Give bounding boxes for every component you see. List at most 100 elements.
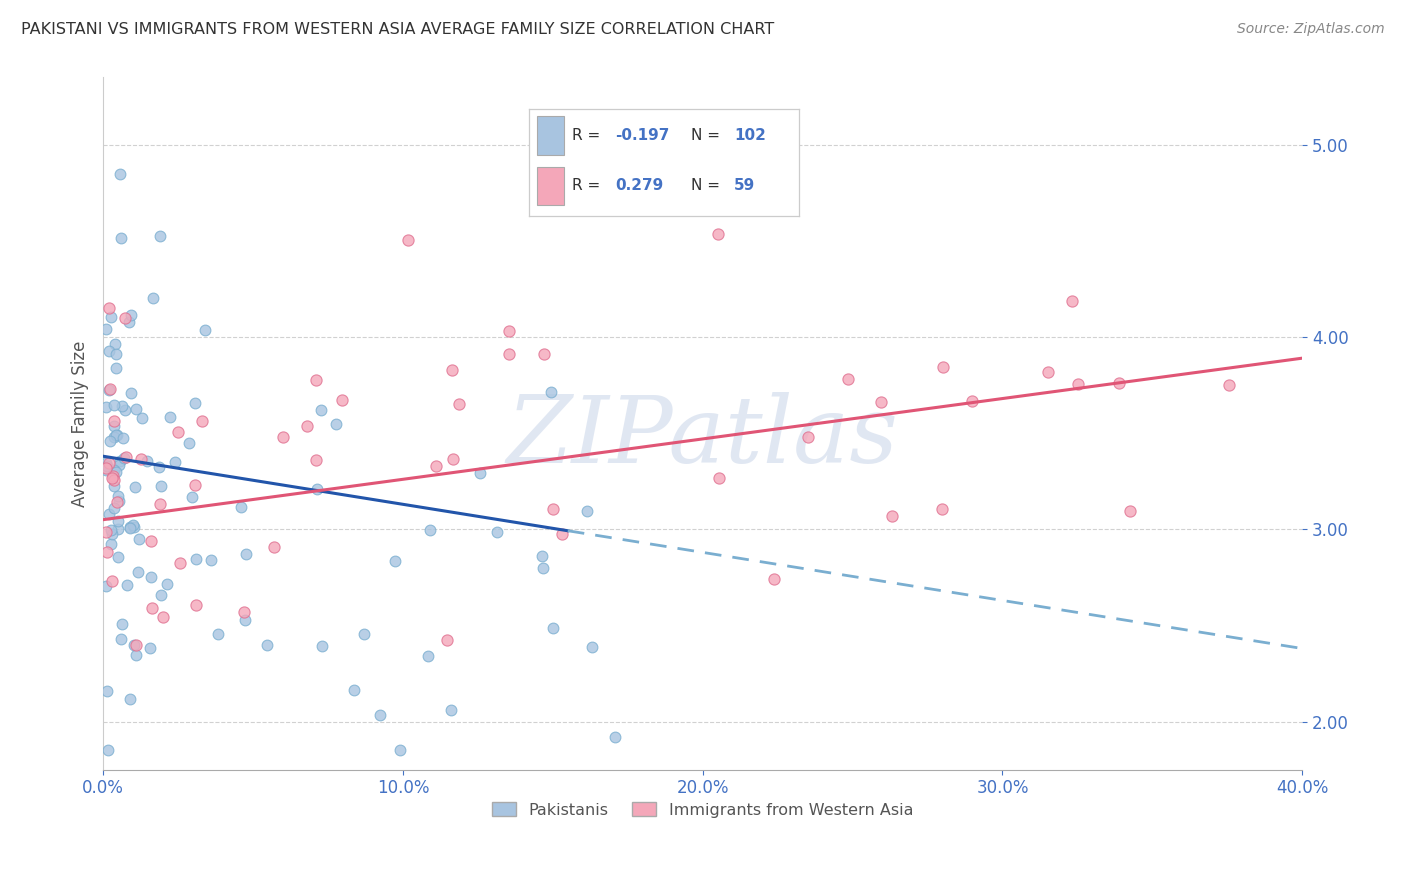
Point <box>129 452 152 467</box>
Point <box>325 417 347 431</box>
Point <box>103 398 125 412</box>
Point <box>104 336 127 351</box>
Point <box>295 418 318 433</box>
Point <box>581 640 603 654</box>
Text: Source: ZipAtlas.com: Source: ZipAtlas.com <box>1237 22 1385 37</box>
Y-axis label: Average Family Size: Average Family Size <box>72 341 89 507</box>
Point <box>105 427 128 442</box>
Point <box>530 549 553 563</box>
Point <box>108 458 131 472</box>
Point <box>122 520 145 534</box>
Point <box>117 577 139 591</box>
Point <box>305 373 328 387</box>
Point <box>605 731 627 745</box>
Point <box>416 648 439 663</box>
Point <box>159 409 181 424</box>
Point <box>120 520 142 534</box>
Point <box>575 504 598 518</box>
Point <box>94 456 117 470</box>
Point <box>98 384 121 398</box>
Point <box>101 471 124 485</box>
Point <box>551 526 574 541</box>
Point <box>118 315 141 329</box>
Point <box>128 532 150 546</box>
Point <box>1067 376 1090 391</box>
Point <box>125 648 148 662</box>
Point <box>96 459 118 474</box>
Point <box>100 574 122 588</box>
Point <box>485 525 508 540</box>
Point <box>110 632 132 647</box>
Point <box>200 553 222 567</box>
Point <box>256 638 278 652</box>
Point <box>105 361 128 376</box>
Point <box>149 497 172 511</box>
Point <box>104 465 127 479</box>
Point <box>103 430 125 444</box>
Point <box>122 638 145 652</box>
Point <box>1119 503 1142 517</box>
Point <box>179 436 201 450</box>
Legend: Pakistanis, Immigrants from Western Asia: Pakistanis, Immigrants from Western Asia <box>485 796 920 824</box>
Point <box>139 533 162 548</box>
Point <box>194 323 217 337</box>
Point <box>124 402 146 417</box>
Point <box>103 418 125 433</box>
Point <box>398 233 420 247</box>
Point <box>443 451 465 466</box>
Point <box>114 402 136 417</box>
Point <box>103 501 125 516</box>
Point <box>184 551 207 566</box>
Point <box>152 610 174 624</box>
Point <box>94 460 117 475</box>
Point <box>440 703 463 717</box>
Point <box>1218 378 1240 392</box>
Point <box>184 477 207 491</box>
Point <box>311 639 333 653</box>
Point <box>931 502 953 516</box>
Point <box>449 397 471 411</box>
Point <box>112 451 135 466</box>
Point <box>107 522 129 536</box>
Point <box>138 641 160 656</box>
Point <box>94 525 117 540</box>
Point <box>103 463 125 477</box>
Point <box>498 324 520 338</box>
Point <box>541 502 564 516</box>
Point <box>425 459 447 474</box>
Point <box>149 588 172 602</box>
Point <box>141 601 163 615</box>
Point <box>163 455 186 469</box>
Point <box>186 598 208 612</box>
Point <box>882 508 904 523</box>
Point <box>111 616 134 631</box>
Point <box>97 507 120 521</box>
Text: PAKISTANI VS IMMIGRANTS FROM WESTERN ASIA AVERAGE FAMILY SIZE CORRELATION CHART: PAKISTANI VS IMMIGRANTS FROM WESTERN ASI… <box>21 22 775 37</box>
Point <box>271 429 294 443</box>
Point <box>191 414 214 428</box>
Point <box>368 707 391 722</box>
Point <box>97 456 120 470</box>
Point <box>149 479 172 493</box>
Point <box>533 347 555 361</box>
Point <box>441 363 464 377</box>
Point <box>709 471 731 485</box>
Point <box>100 434 122 449</box>
Point <box>105 428 128 442</box>
Point <box>869 394 891 409</box>
Point <box>100 523 122 537</box>
Point <box>94 400 117 414</box>
Point <box>837 372 859 386</box>
Point <box>1108 376 1130 391</box>
Point <box>101 468 124 483</box>
Point <box>389 743 412 757</box>
Point <box>97 743 120 757</box>
Point <box>108 453 131 467</box>
Point <box>96 684 118 698</box>
Point <box>540 385 562 400</box>
Point <box>232 605 254 619</box>
Point <box>384 554 406 568</box>
Point <box>98 382 121 396</box>
Point <box>121 518 143 533</box>
Point <box>207 627 229 641</box>
